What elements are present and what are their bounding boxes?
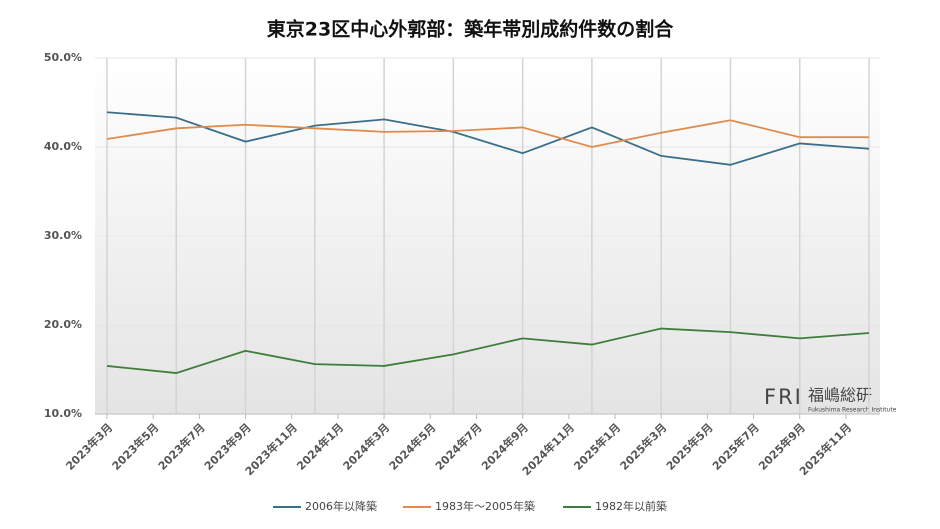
y-tick-label: 30.0% — [44, 229, 82, 242]
x-tick-label: 2025年1月 — [571, 420, 624, 473]
x-tick-label: 2023年3月 — [63, 420, 116, 473]
x-tick-label: 2023年5月 — [109, 420, 162, 473]
logo-mark: FRI — [764, 385, 803, 409]
x-tick-label: 2024年1月 — [294, 420, 347, 473]
legend-label: 1982年以前築 — [595, 499, 667, 513]
x-tick-label: 2024年3月 — [340, 420, 393, 473]
y-tick-label: 10.0% — [44, 407, 82, 420]
x-tick-label: 2023年7月 — [155, 420, 208, 473]
logo-subtitle: Fukushima Research Institute — [808, 407, 897, 414]
legend-label: 1983年～2005年築 — [435, 499, 535, 513]
logo: FRI 福嶋総研 Fukushima Research Institute — [764, 385, 897, 414]
x-tick-label: 2025年3月 — [617, 420, 670, 473]
series-line — [106, 119, 869, 148]
legend-label: 2006年以降築 — [305, 499, 377, 513]
x-tick-label: 2025年7月 — [709, 420, 762, 473]
y-tick-label: 40.0% — [44, 140, 82, 153]
logo-name: 福嶋総研 — [808, 386, 872, 405]
series-line — [106, 111, 870, 166]
x-tick-label: 2024年5月 — [386, 420, 439, 473]
series-line — [106, 327, 870, 374]
x-tick-label: 2024年7月 — [432, 420, 485, 473]
y-tick-label: 50.0% — [44, 51, 82, 64]
chart-title: 東京23区中心外郭部：築年帯別成約件数の割合 — [267, 18, 674, 41]
y-tick-label: 20.0% — [44, 318, 82, 331]
x-tick-label: 2025年5月 — [663, 420, 716, 473]
